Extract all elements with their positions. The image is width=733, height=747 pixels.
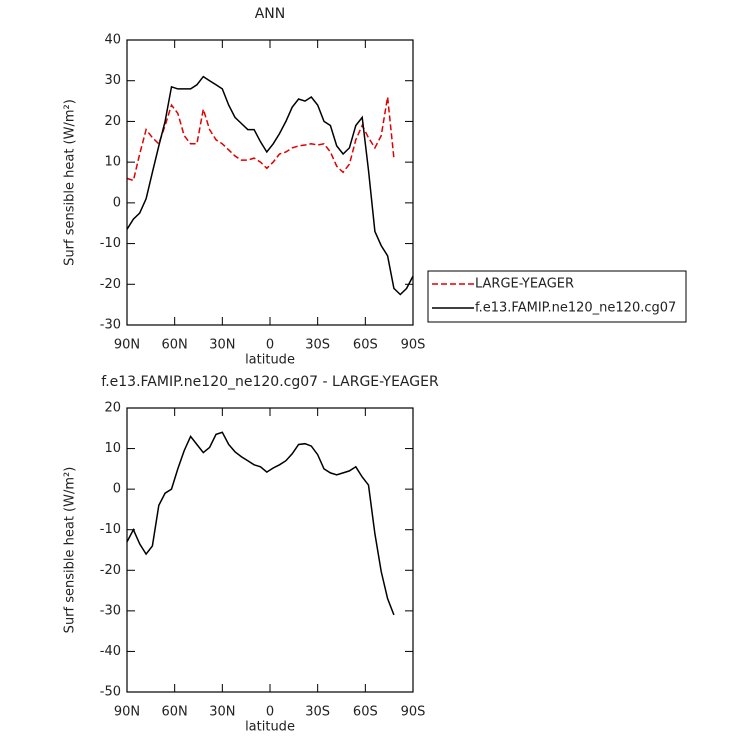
x-tick-label: 0	[266, 338, 274, 353]
x-tick-label: 0	[266, 705, 274, 720]
x-tick-label: 60N	[162, 705, 188, 720]
y-tick-label: 40	[104, 33, 121, 48]
x-tick-label: 90N	[114, 705, 140, 720]
y-tick-label: -10	[100, 236, 121, 251]
y-tick-label: 30	[104, 73, 121, 88]
x-tick-label: 60S	[353, 705, 378, 720]
x-tick-label: 60N	[162, 338, 188, 353]
x-tick-label: 30N	[209, 338, 235, 353]
y-tick-label: -30	[100, 318, 121, 333]
x-tick-label: 30S	[305, 705, 330, 720]
y-tick-label: -40	[100, 644, 121, 659]
y-tick-label: 0	[113, 195, 121, 210]
y-tick-label: -20	[100, 277, 121, 292]
data-line	[126, 75, 414, 296]
y-tick-label: -10	[100, 522, 121, 537]
legend-label: f.e13.FAMIP.ne120_ne120.cg07	[475, 301, 676, 316]
x-tick-label: 90N	[114, 338, 140, 353]
data-line	[126, 96, 395, 182]
y-axis-label: Surf sensible heat (W/m²)	[63, 99, 78, 266]
x-tick-label: 30S	[305, 338, 330, 353]
plot-frame	[126, 39, 414, 326]
legend-box	[427, 270, 687, 323]
x-tick-label: 30N	[209, 705, 235, 720]
x-tick-label: 90S	[401, 338, 426, 353]
y-axis-label: Surf sensible heat (W/m²)	[63, 467, 78, 634]
x-axis-label: latitude	[245, 720, 295, 735]
y-tick-label: 10	[104, 441, 121, 456]
data-line	[126, 431, 395, 616]
y-tick-label: 20	[104, 401, 121, 416]
x-tick-label: 90S	[401, 705, 426, 720]
y-tick-label: -30	[100, 603, 121, 618]
y-tick-label: 0	[113, 482, 121, 497]
legend-label: LARGE-YEAGER	[475, 277, 574, 292]
chart-title: ANN	[255, 6, 286, 22]
y-tick-label: 20	[104, 114, 121, 129]
y-tick-label: -20	[100, 563, 121, 578]
x-axis-label: latitude	[245, 353, 295, 368]
x-tick-label: 60S	[353, 338, 378, 353]
chart-title: f.e13.FAMIP.ne120_ne120.cg07 - LARGE-YEA…	[101, 374, 439, 390]
plot-frame	[126, 407, 414, 693]
y-tick-label: -50	[100, 685, 121, 700]
y-tick-label: 10	[104, 155, 121, 170]
